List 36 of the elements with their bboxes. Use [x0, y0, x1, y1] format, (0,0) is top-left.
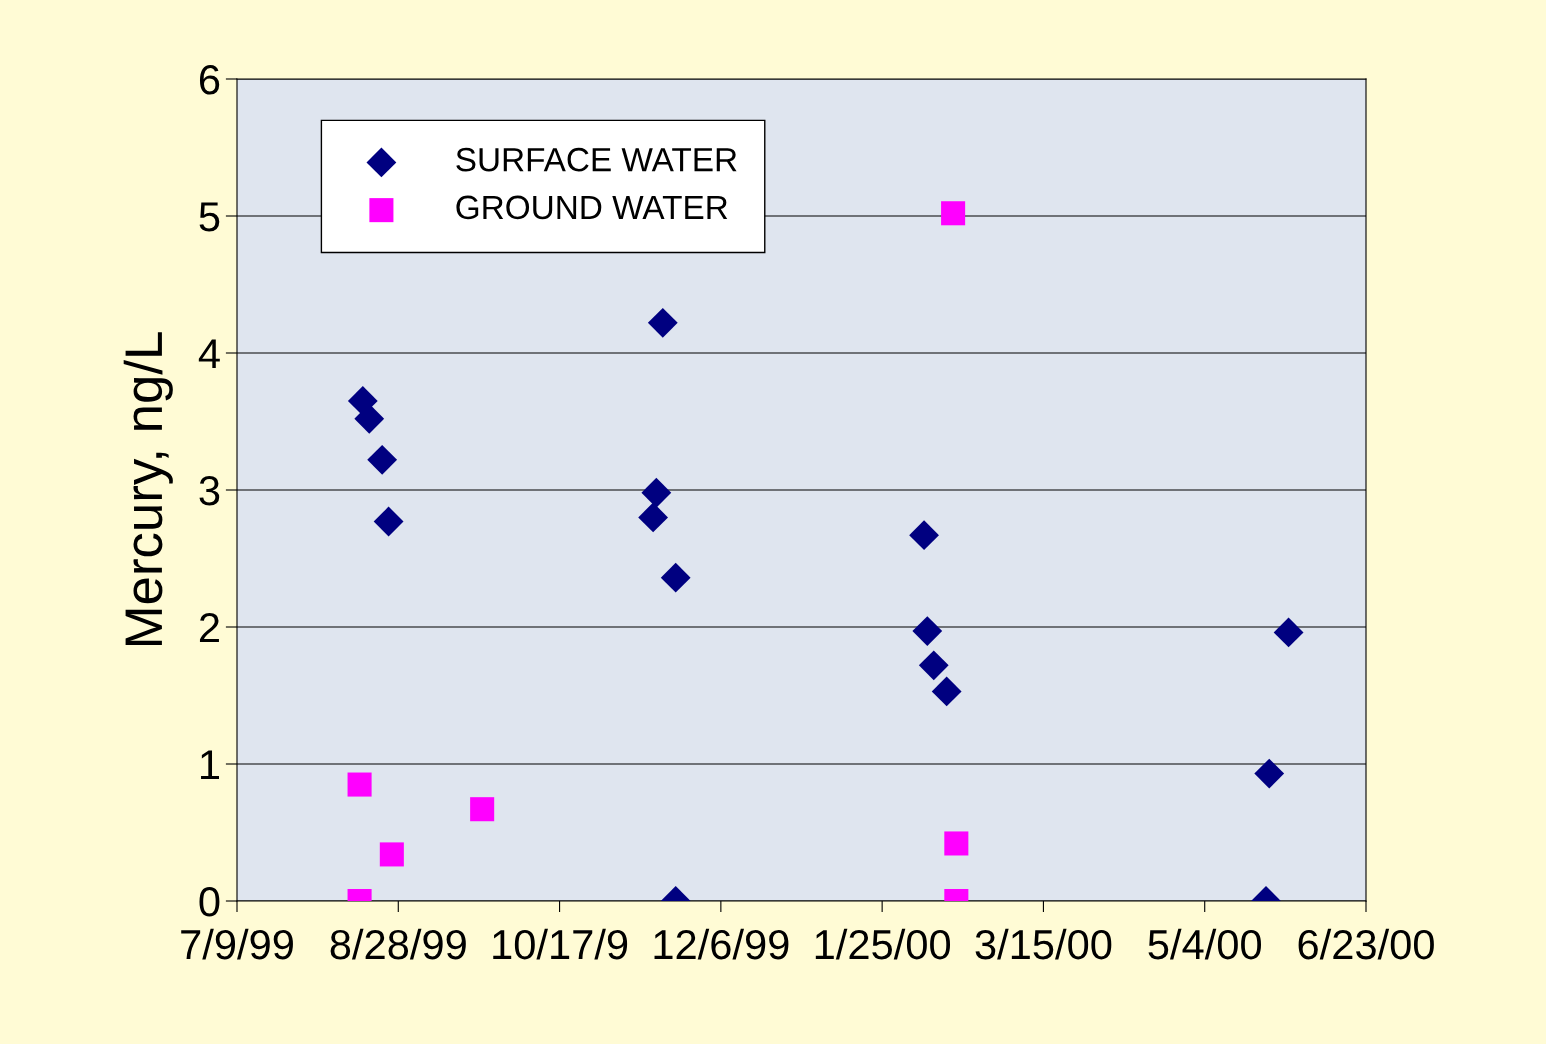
x-tick-label: 8/28/99 — [330, 928, 466, 960]
x-tick-label: 10/17/9 — [493, 928, 628, 960]
point — [373, 506, 404, 537]
legend-label: SURFACE WATER — [456, 147, 737, 172]
point — [660, 562, 691, 593]
point — [367, 444, 398, 475]
point — [941, 201, 966, 226]
point — [354, 403, 385, 434]
point — [912, 616, 943, 646]
y-tick-label: 5 — [199, 202, 220, 232]
y-tick-label: 2 — [199, 613, 219, 643]
x-tick-label: 6/23/00 — [1298, 928, 1434, 960]
x-tick-label: 1/25/00 — [815, 928, 951, 960]
y-axis-title: Mercury, ng/L — [123, 332, 173, 646]
y-tick-label: 4 — [198, 339, 220, 369]
legend-label: GROUND WATER — [456, 195, 728, 220]
point — [909, 520, 939, 551]
point — [379, 842, 404, 867]
point — [641, 477, 672, 508]
y-tick-label: 1 — [201, 750, 219, 780]
point — [347, 772, 372, 797]
point — [470, 797, 495, 822]
x-tick-label: 5/4/00 — [1148, 928, 1262, 960]
point — [647, 307, 678, 338]
point — [931, 676, 962, 707]
point — [638, 502, 669, 533]
y-tick-label: 3 — [199, 476, 220, 506]
x-tick-label: 7/9/99 — [181, 928, 293, 960]
point — [1254, 758, 1285, 789]
point — [944, 831, 969, 856]
x-tick-label: 3/15/00 — [975, 928, 1112, 960]
y-tick-label: 6 — [199, 65, 220, 95]
point — [1273, 617, 1304, 648]
x-tick-label: 12/6/99 — [654, 928, 789, 960]
point — [918, 650, 949, 681]
y-tick-label: 0 — [199, 887, 220, 917]
